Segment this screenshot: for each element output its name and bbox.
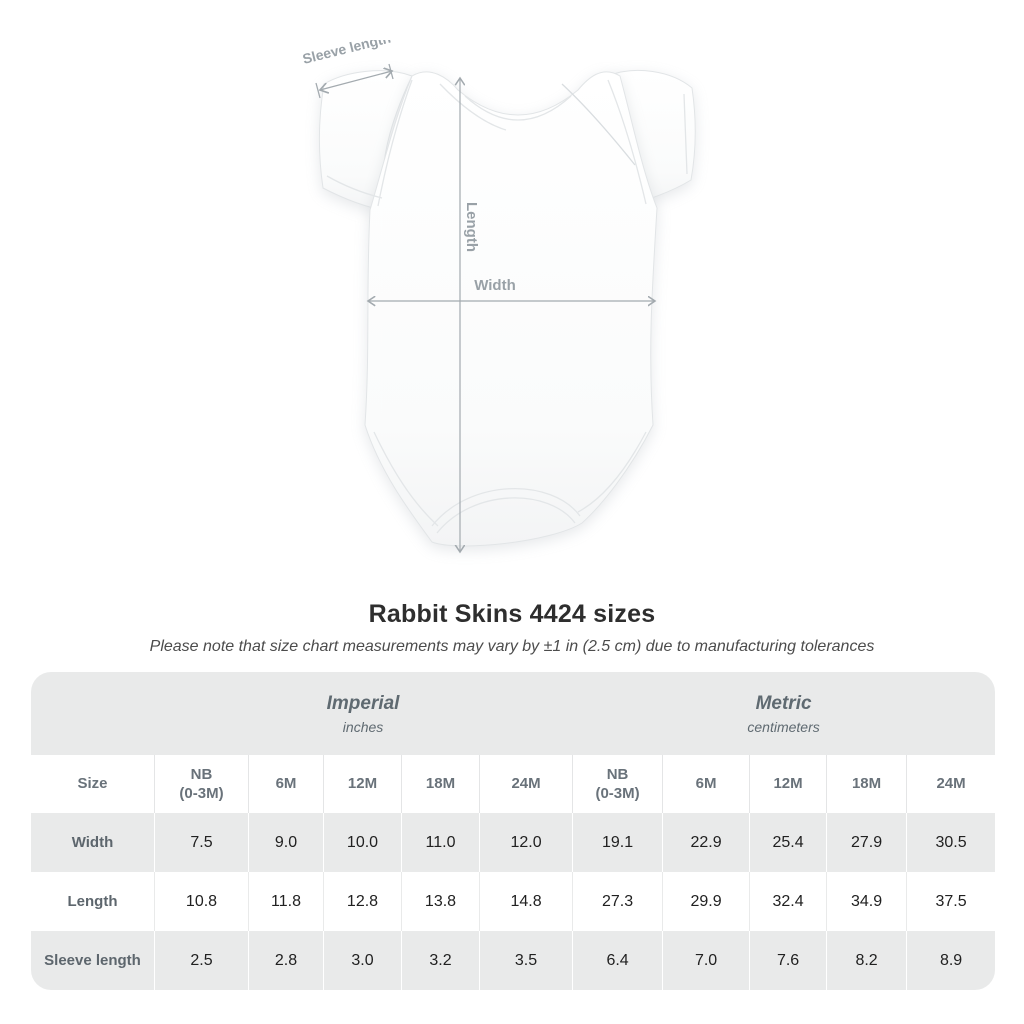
length-imperial-24m: 14.8 (479, 872, 573, 931)
width-imperial-24m: 12.0 (479, 813, 573, 872)
size-tolerance-note: Please note that size chart measurements… (149, 638, 875, 655)
width-metric-24m: 30.5 (906, 813, 995, 872)
width-imperial-nb: 7.5 (154, 813, 248, 872)
col-header-metric-nb: NB (0-3M) (572, 755, 663, 813)
length-metric-6m: 29.9 (662, 872, 750, 931)
width-imperial-6m: 9.0 (248, 813, 323, 872)
sleeve-imperial-12m: 3.0 (323, 931, 401, 990)
sleeve-metric-18m: 8.2 (826, 931, 907, 990)
metric-section-unit: centimeters (747, 718, 820, 735)
metric-section-cell: Metric centimeters (572, 672, 995, 755)
sleeve-imperial-18m: 3.2 (401, 931, 479, 990)
size-table-grid: Imperial inches Metric centimeters Size … (31, 672, 995, 990)
row-label-sleeve-length: Sleeve length (31, 931, 154, 990)
imperial-section-cell: Imperial inches (154, 672, 573, 755)
sleeve-metric-6m: 7.0 (662, 931, 750, 990)
length-imperial-6m: 11.8 (248, 872, 323, 931)
imperial-section-unit: inches (342, 718, 384, 735)
width-imperial-18m: 11.0 (401, 813, 479, 872)
width-metric-12m: 25.4 (749, 813, 827, 872)
row-label-length: Length (31, 872, 154, 931)
sleeve-length-arrow (315, 63, 394, 99)
length-metric-24m: 37.5 (906, 872, 995, 931)
col-header-imperial-6m: 6M (248, 755, 323, 813)
length-imperial-12m: 12.8 (323, 872, 401, 931)
row-label-width: Width (31, 813, 154, 872)
sleeve-metric-nb: 6.4 (572, 931, 663, 990)
col-header-imperial-18m: 18M (401, 755, 479, 813)
width-metric-6m: 22.9 (662, 813, 750, 872)
width-metric-18m: 27.9 (826, 813, 907, 872)
size-table: Imperial inches Metric centimeters Size … (31, 672, 995, 990)
col-header-metric-6m: 6M (662, 755, 750, 813)
sleeve-imperial-6m: 2.8 (248, 931, 323, 990)
width-annotation: Width (474, 277, 516, 294)
sleeve-imperial-nb: 2.5 (154, 931, 248, 990)
title-block: Rabbit Skins 4424 sizes Please note that… (0, 600, 1024, 656)
length-annotation: Length (463, 202, 480, 252)
bodysuit-illustration: Sleeve length Length Width (301, 40, 696, 570)
page-title: Rabbit Skins 4424 sizes (368, 600, 656, 628)
col-header-imperial-24m: 24M (479, 755, 573, 813)
sleeve-length-annotation: Sleeve length (301, 40, 392, 67)
length-imperial-nb: 10.8 (154, 872, 248, 931)
col-header-imperial-nb: NB (0-3M) (154, 755, 248, 813)
col-header-imperial-12m: 12M (323, 755, 401, 813)
table-corner (31, 672, 154, 755)
metric-section-header: Metric (755, 692, 812, 714)
length-metric-12m: 32.4 (749, 872, 827, 931)
col-header-metric-24m: 24M (906, 755, 995, 813)
sleeve-imperial-24m: 3.5 (479, 931, 573, 990)
sleeve-metric-24m: 8.9 (906, 931, 995, 990)
column-header-row: Size NB (0-3M) 6M 12M 18M 24M NB (0-3M) … (31, 755, 995, 813)
bodysuit-body (364, 71, 658, 547)
size-header: Size (31, 755, 154, 813)
length-metric-18m: 34.9 (826, 872, 907, 931)
sleeve-metric-12m: 7.6 (749, 931, 827, 990)
width-metric-nb: 19.1 (572, 813, 663, 872)
sleeve-length-row: Sleeve length 2.5 2.8 3.0 3.2 3.5 6.4 7.… (31, 931, 995, 990)
width-row: Width 7.5 9.0 10.0 11.0 12.0 19.1 22.9 2… (31, 813, 995, 872)
length-metric-nb: 27.3 (572, 872, 663, 931)
imperial-section-header: Imperial (326, 692, 400, 714)
length-row: Length 10.8 11.8 12.8 13.8 14.8 27.3 29.… (31, 872, 995, 931)
bodysuit-seams (326, 79, 688, 534)
col-header-metric-18m: 18M (826, 755, 907, 813)
width-imperial-12m: 10.0 (323, 813, 401, 872)
length-imperial-18m: 13.8 (401, 872, 479, 931)
unit-section-row: Imperial inches Metric centimeters (31, 672, 995, 755)
bodysuit-diagram: Sleeve length Length Width (290, 40, 730, 570)
col-header-metric-12m: 12M (749, 755, 827, 813)
